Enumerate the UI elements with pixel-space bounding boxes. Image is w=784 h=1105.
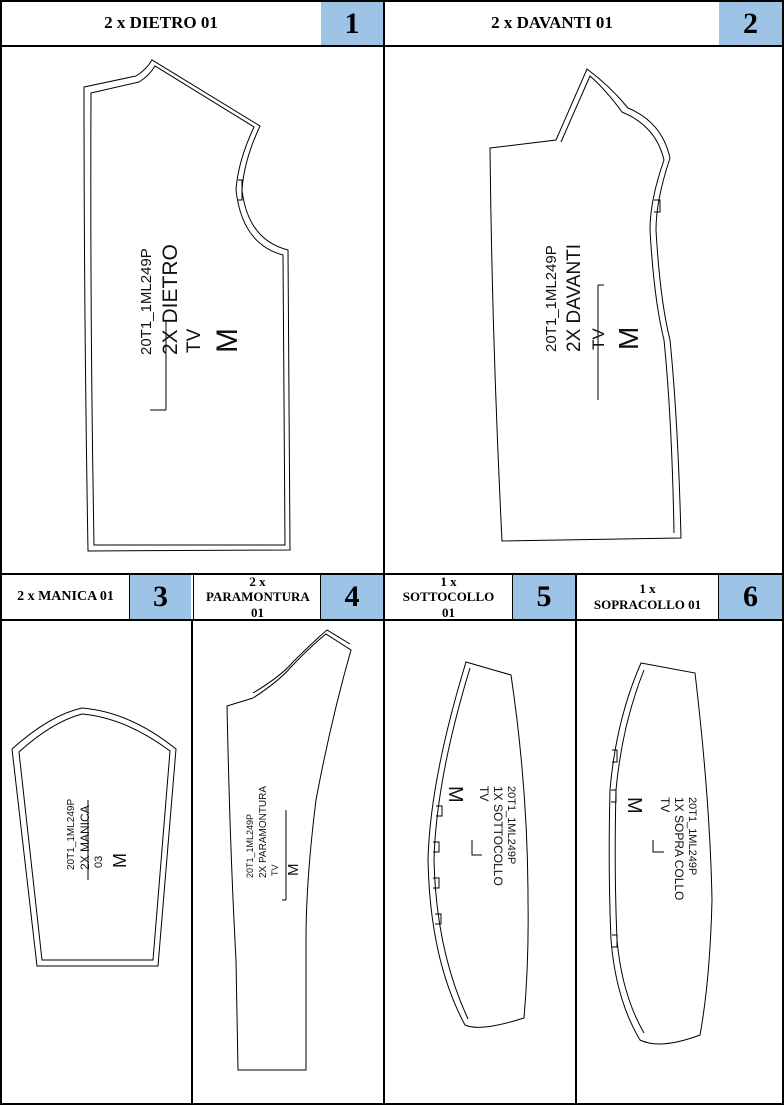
- label-style-code-4: 20T1_1ML249P: [245, 814, 255, 878]
- cell4-divider: [193, 575, 194, 620]
- header-dietro: 2 x DIETRO 01: [104, 13, 218, 33]
- row2-column-divider-1: [191, 620, 193, 1105]
- header-sopracollo: 1 x SOPRACOLLO 01: [593, 581, 702, 612]
- label-style-code-1: 20T1_1ML249P: [138, 248, 155, 355]
- label-tv-5: TV: [477, 786, 491, 801]
- border-right: [782, 0, 784, 1105]
- label-tv-1: TV: [184, 328, 205, 353]
- label-style-code-6: 20T1_1ML249P: [686, 797, 698, 875]
- number-badge-5: 5: [513, 575, 575, 619]
- row1-header-divider: [0, 45, 784, 47]
- cell5-number-divider: [512, 575, 513, 620]
- label-tv-6: TV: [658, 797, 672, 812]
- label-size-4: M: [285, 864, 302, 877]
- pattern-piece-davanti: [489, 68, 682, 542]
- number-badge-6: 6: [719, 575, 782, 619]
- header-manica: 2 x MANICA 01: [17, 588, 114, 604]
- cell4-number-divider: [320, 575, 321, 620]
- row2-header-divider: [0, 619, 784, 621]
- label-style-code-5: 20T1_1ML249P: [505, 786, 517, 864]
- pattern-piece-sopracollo: [608, 662, 713, 1045]
- border-bottom: [0, 1103, 784, 1105]
- label-piece-name-3: 2X MANICA: [78, 805, 92, 870]
- label-detail-3: 03: [93, 856, 105, 868]
- pattern-piece-manica: [11, 707, 177, 967]
- header-paramontura: 2 x PARAMONTURA 01: [205, 573, 310, 620]
- row1-column-divider: [383, 0, 385, 575]
- label-style-code-3: 20T1_1ML249P: [66, 799, 77, 870]
- label-piece-name-1: 2X DIETRO: [159, 244, 182, 355]
- number-badge-2: 2: [719, 2, 782, 45]
- border-top: [0, 0, 784, 2]
- label-piece-name-6: 1X SOPRA COLLO: [672, 797, 686, 900]
- header-davanti: 2 x DAVANTI 01: [491, 13, 613, 33]
- label-piece-name-5: 1X SOTTOCOLLO: [491, 786, 505, 886]
- pattern-piece-dietro: [83, 59, 291, 552]
- number-badge-4: 4: [321, 575, 383, 619]
- row2-column-divider-3: [575, 575, 577, 1105]
- label-tv-4: TV: [270, 864, 280, 876]
- border-left: [0, 0, 2, 1105]
- label-piece-name-2: 2X DAVANTI: [564, 244, 585, 352]
- label-size-5: M: [444, 786, 466, 803]
- header-sottocollo: 1 x SOTTOCOLLO 01: [402, 573, 495, 620]
- row-divider: [0, 573, 784, 575]
- label-size-2: M: [613, 327, 644, 350]
- cell3-number-divider: [129, 575, 130, 620]
- pattern-piece-sottocollo: [427, 661, 529, 1028]
- label-size-1: M: [211, 328, 244, 353]
- number-badge-1: 1: [321, 2, 383, 45]
- cell6-number-divider: [718, 575, 719, 620]
- label-size-3: M: [110, 853, 130, 868]
- label-piece-name-4: 2X PARAMONTURA: [258, 786, 269, 878]
- label-tv-2: TV: [589, 328, 608, 350]
- label-size-6: M: [623, 797, 645, 814]
- number-badge-3: 3: [130, 575, 191, 619]
- pattern-piece-paramontura: [226, 629, 352, 1071]
- row2-column-divider-2: [383, 575, 385, 1105]
- label-style-code-2: 20T1_1ML249P: [543, 245, 560, 352]
